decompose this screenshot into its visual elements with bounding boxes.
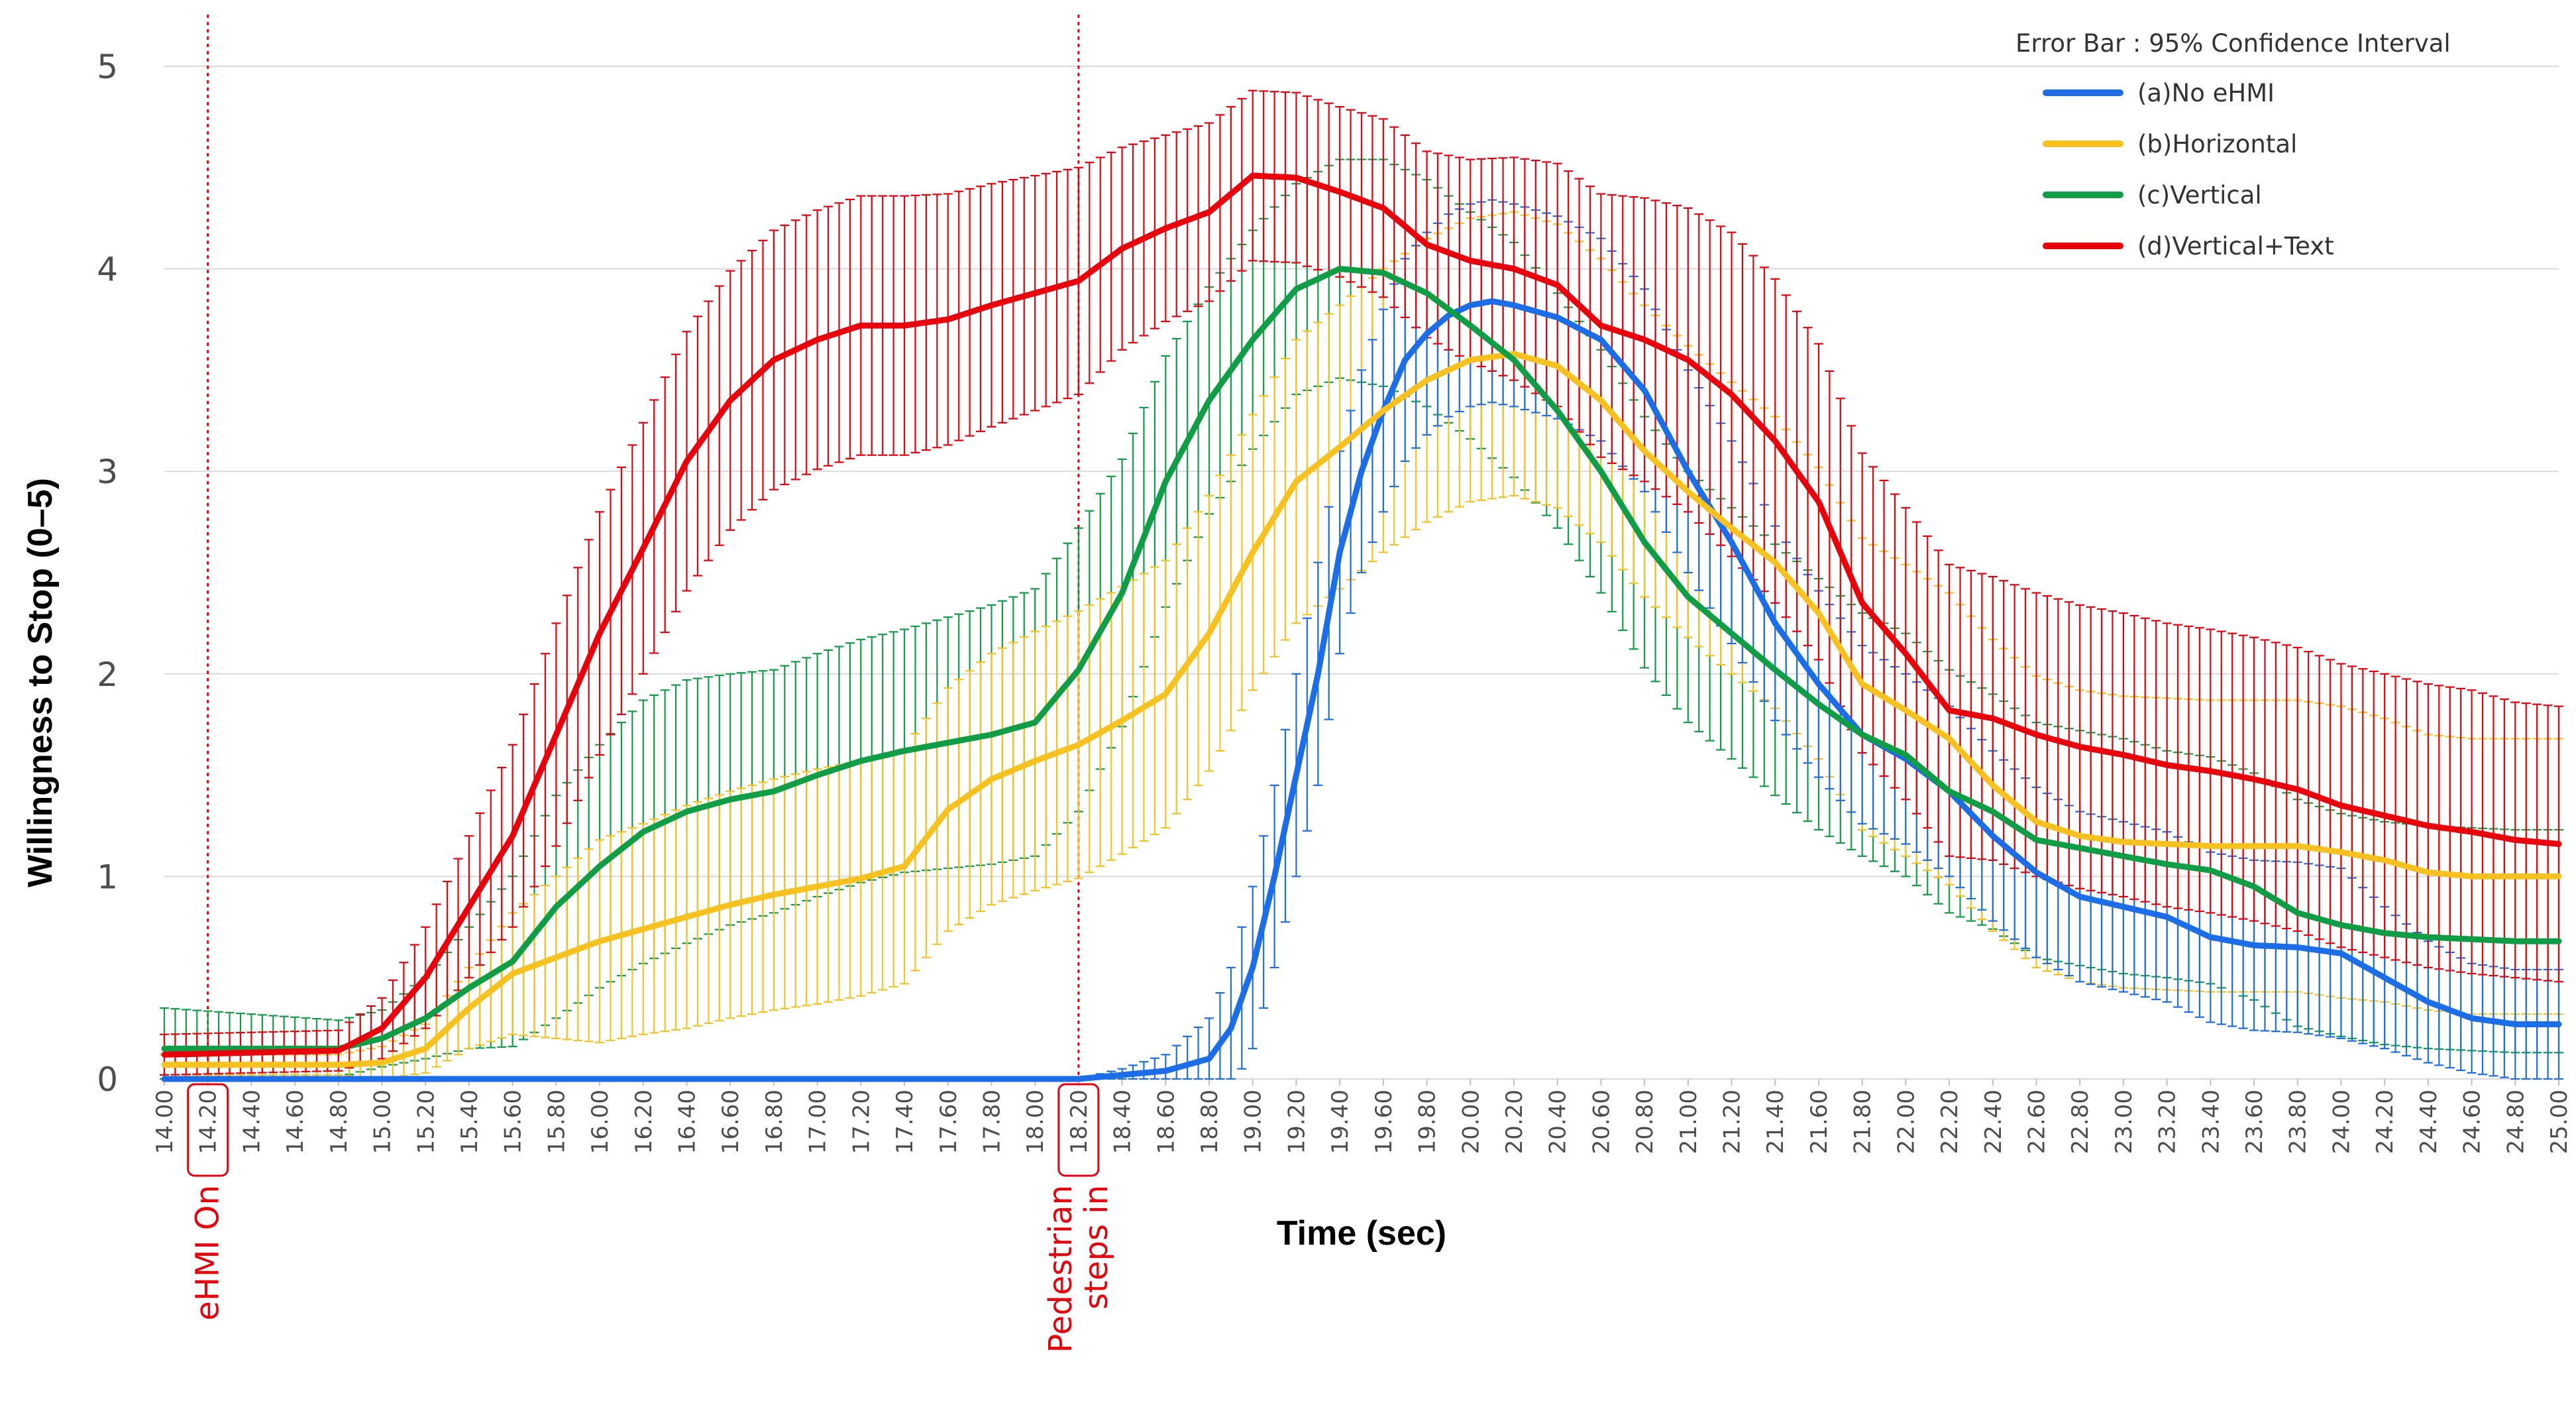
x-tick-label: 25.00 xyxy=(2546,1090,2573,1154)
x-tick-label: 15.20 xyxy=(413,1090,439,1154)
x-tick-label: 19.80 xyxy=(1415,1090,1441,1154)
x-tick-label: 24.20 xyxy=(2372,1090,2398,1154)
x-tick-label: 14.40 xyxy=(239,1090,265,1154)
x-tick-label: 22.60 xyxy=(2023,1090,2050,1154)
legend-label: (d)Vertical+Text xyxy=(2137,232,2334,260)
event-tick-box xyxy=(187,1083,229,1177)
x-tick-label: 14.80 xyxy=(326,1090,352,1154)
event-label: Pedestrian xyxy=(1042,1185,1079,1353)
x-tick-label: 23.60 xyxy=(2241,1090,2268,1154)
y-tick-label: 5 xyxy=(97,48,118,86)
series-lines xyxy=(161,172,2562,1082)
x-tick-label: 23.20 xyxy=(2155,1090,2181,1154)
x-tick-label: 24.00 xyxy=(2328,1090,2355,1154)
x-tick-label: 17.40 xyxy=(892,1090,918,1154)
x-tick-label: 24.60 xyxy=(2459,1090,2486,1154)
x-tick-label: 18.40 xyxy=(1110,1090,1136,1154)
x-tick-label: 14.20 xyxy=(195,1090,222,1154)
x-tick-label: 20.80 xyxy=(1632,1090,1658,1154)
x-tick-label: 16.60 xyxy=(718,1090,744,1154)
event-label: steps in xyxy=(1078,1185,1115,1310)
x-tick-label: 16.40 xyxy=(674,1090,701,1154)
x-tick-label: 16.20 xyxy=(631,1090,657,1154)
x-tick-label: 18.20 xyxy=(1066,1090,1093,1154)
y-tick-label: 2 xyxy=(97,655,118,694)
event-tick-box xyxy=(1057,1083,1100,1177)
legend: Error Bar : 95% Confidence Interval (a)N… xyxy=(2015,29,2451,260)
x-tick-label: 14.60 xyxy=(282,1090,309,1154)
x-tick-label: 19.40 xyxy=(1327,1090,1354,1154)
series-line-b-horizontal xyxy=(161,351,2562,1068)
x-tick-label: 22.40 xyxy=(1980,1090,2007,1154)
x-tick-label: 17.20 xyxy=(848,1090,875,1154)
x-tick-label: 19.60 xyxy=(1371,1090,1397,1154)
series-line-d-vertical-text xyxy=(161,172,2562,1058)
legend-title: Error Bar : 95% Confidence Interval xyxy=(2015,29,2451,58)
y-axis-title: Willingness to Stop (0–5) xyxy=(21,478,60,887)
y-tick-label: 0 xyxy=(97,1060,118,1099)
legend-label: (b)Horizontal xyxy=(2137,130,2297,158)
x-tick-label: 21.00 xyxy=(1676,1090,1702,1154)
y-tick-label: 4 xyxy=(97,251,118,289)
series-line-a-no-ehmi xyxy=(161,298,2562,1082)
x-tick-label: 17.60 xyxy=(936,1090,962,1154)
x-tick-label: 19.20 xyxy=(1283,1090,1310,1154)
x-tick-label: 20.20 xyxy=(1501,1090,1528,1154)
x-tick-label: 20.60 xyxy=(1588,1090,1615,1154)
x-tick-label: 16.00 xyxy=(587,1090,614,1154)
x-tick-label: 14.00 xyxy=(152,1090,178,1154)
x-tick-label: 15.80 xyxy=(543,1090,570,1154)
x-axis-title: Time (sec) xyxy=(1277,1214,1446,1253)
x-tick-label: 21.80 xyxy=(1850,1090,1876,1154)
x-tick-label: 18.80 xyxy=(1197,1090,1223,1154)
x-tick-label: 18.60 xyxy=(1153,1090,1179,1154)
x-tick-label: 16.80 xyxy=(761,1090,788,1154)
x-tick-label: 18.00 xyxy=(1022,1090,1049,1154)
x-tick-label: 22.00 xyxy=(1893,1090,1919,1154)
x-tick-label: 19.00 xyxy=(1240,1090,1267,1154)
x-tick-label: 22.80 xyxy=(2067,1090,2094,1154)
y-tick-label: 3 xyxy=(97,453,118,491)
x-tick-label: 17.00 xyxy=(805,1090,832,1154)
x-tick-label: 20.40 xyxy=(1545,1090,1572,1154)
x-tick-label: 17.80 xyxy=(979,1090,1005,1154)
x-tick-label: 24.80 xyxy=(2502,1090,2529,1154)
x-tick-label: 15.60 xyxy=(500,1090,527,1154)
x-tick-label: 23.80 xyxy=(2285,1090,2312,1154)
y-tick-labels: 0 1 2 3 4 5 xyxy=(97,48,118,1099)
x-tick-label: 21.60 xyxy=(1806,1090,1833,1154)
x-tick-label: 22.20 xyxy=(1937,1090,1963,1154)
x-tick-label: 15.40 xyxy=(456,1090,483,1154)
y-tick-label: 1 xyxy=(97,858,118,896)
x-tick-label: 23.40 xyxy=(2198,1090,2224,1154)
x-tick-label: 21.40 xyxy=(1762,1090,1789,1154)
x-tick-label: 20.00 xyxy=(1458,1090,1484,1154)
x-tick-label: 21.20 xyxy=(1719,1090,1746,1154)
legend-label: (a)No eHMI xyxy=(2137,79,2275,107)
x-tick-label: 23.00 xyxy=(2111,1090,2137,1154)
legend-label: (c)Vertical xyxy=(2137,181,2262,209)
event-label: eHMI On xyxy=(189,1185,227,1321)
x-tick-label: 15.00 xyxy=(370,1090,396,1154)
series-line-c-vertical xyxy=(161,266,2562,1052)
x-tick-labels: 14.00 14.20 14.40 14.60 14.80 15.00 15.20 15.40… xyxy=(152,1090,2573,1154)
x-tick-label: 24.40 xyxy=(2416,1090,2442,1154)
